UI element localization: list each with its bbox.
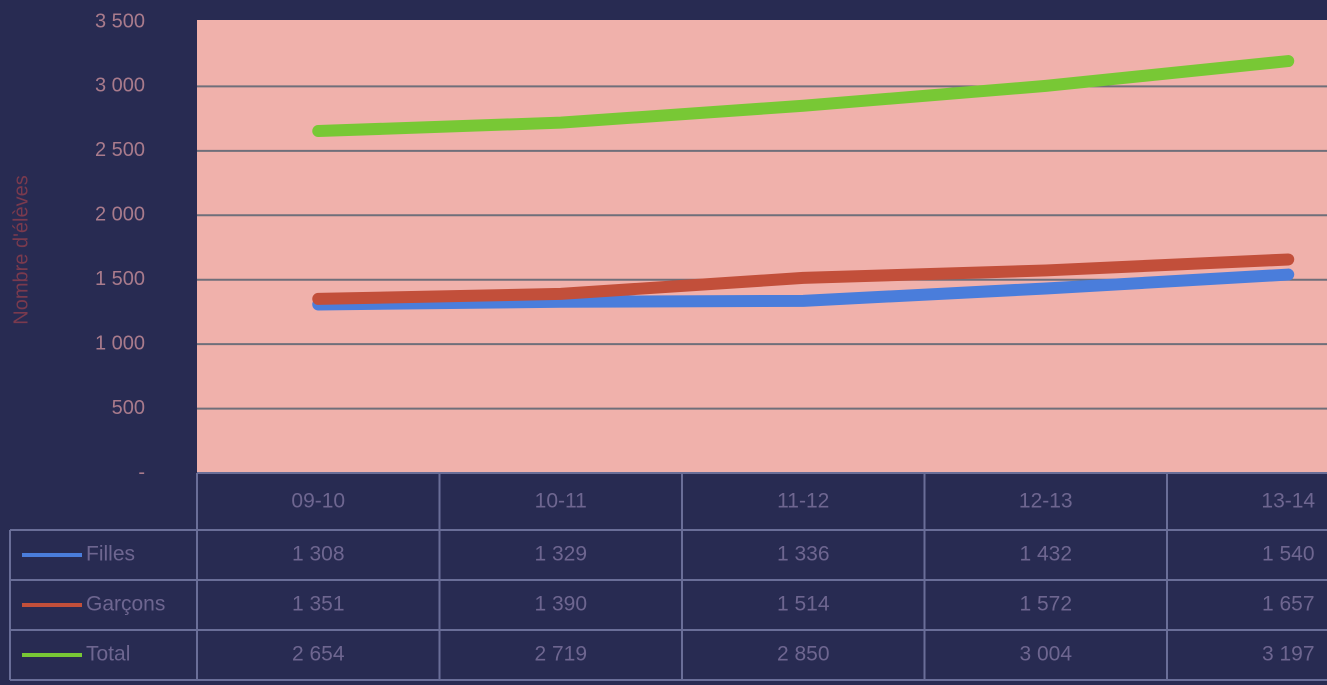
legend-label: Garçons bbox=[86, 593, 165, 616]
table-value: 1 514 bbox=[777, 593, 830, 616]
line-series bbox=[312, 55, 1295, 138]
table-value: 1 572 bbox=[1019, 593, 1072, 616]
x-tick-label: 12-13 bbox=[1019, 490, 1073, 513]
table-value: 3 197 bbox=[1262, 643, 1315, 666]
table-value: 1 432 bbox=[1019, 543, 1072, 566]
y-tick-label: 2 000 bbox=[95, 204, 145, 226]
line-series bbox=[312, 268, 1295, 311]
table-value: 1 540 bbox=[1262, 543, 1315, 566]
y-tick-label: - bbox=[138, 461, 145, 483]
y-tick-label: 1 500 bbox=[95, 268, 145, 290]
table-value: 1 336 bbox=[777, 543, 830, 566]
table-value: 1 308 bbox=[292, 543, 345, 566]
x-tick-label: 09-10 bbox=[291, 490, 345, 513]
table-value: 3 004 bbox=[1019, 643, 1072, 666]
x-tick-label: 10-11 bbox=[535, 490, 587, 513]
x-tick-label: 13-14 bbox=[1261, 490, 1315, 513]
y-tick-label: 2 500 bbox=[95, 139, 145, 161]
y-tick-label: 1 000 bbox=[95, 332, 145, 354]
y-axis-title: Nombre d'élèves bbox=[10, 175, 32, 324]
table-value: 2 850 bbox=[777, 643, 830, 666]
table-value: 2 654 bbox=[292, 643, 345, 666]
table-value: 1 390 bbox=[534, 593, 587, 616]
table-value: 2 719 bbox=[534, 643, 587, 666]
legend-label: Filles bbox=[86, 543, 135, 566]
y-tick-label: 500 bbox=[112, 397, 145, 419]
plot-area bbox=[197, 20, 1327, 473]
y-tick-label: 3 000 bbox=[95, 75, 145, 97]
line-series bbox=[312, 253, 1295, 305]
legend-label: Total bbox=[86, 643, 130, 666]
table-value: 1 351 bbox=[292, 593, 345, 616]
y-tick-label: 3 500 bbox=[95, 10, 145, 32]
table-value: 1 657 bbox=[1262, 593, 1315, 616]
x-tick-label: 11-12 bbox=[777, 490, 829, 513]
table-value: 1 329 bbox=[534, 543, 587, 566]
